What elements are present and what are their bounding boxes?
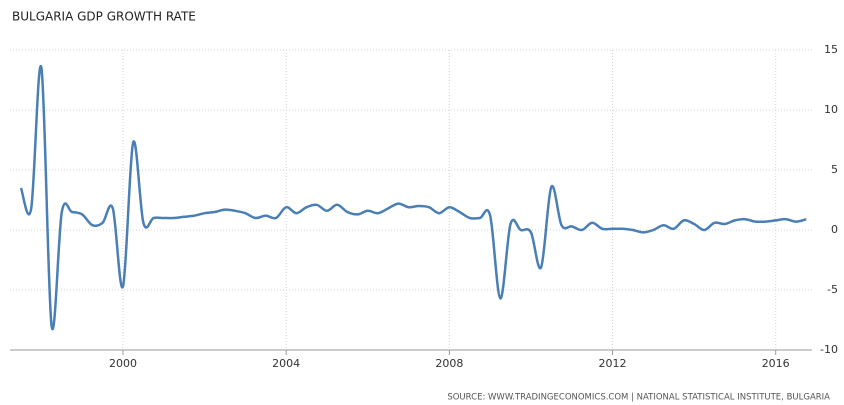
x-tick-label: 2004 — [272, 357, 300, 370]
y-tick-label: 15 — [824, 43, 838, 56]
y-tick-label: 5 — [831, 163, 838, 176]
x-tick-label: 2008 — [435, 357, 463, 370]
x-tick-label: 2016 — [762, 357, 790, 370]
x-tick-label: 2012 — [599, 357, 627, 370]
y-tick-label: -5 — [827, 283, 838, 296]
source: SOURCE: WWW.TRADINGECONOMICS.COM | NATIO… — [447, 393, 830, 403]
chart-title: BULGARIA GDP GROWTH RATE — [12, 10, 196, 24]
data-line — [19, 64, 807, 331]
y-tick-label: 10 — [824, 103, 838, 116]
x-tick-label: 2000 — [109, 357, 137, 370]
y-tick-label: 0 — [831, 223, 838, 236]
y-tick-label: -10 — [820, 343, 838, 356]
